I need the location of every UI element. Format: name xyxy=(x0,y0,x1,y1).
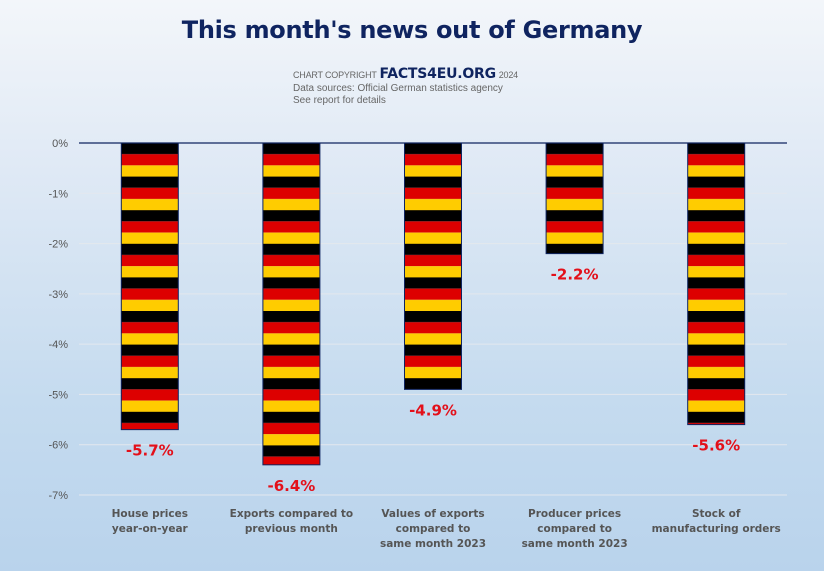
y-tick-label: -5% xyxy=(48,389,68,401)
bar xyxy=(120,142,179,431)
chart-credits: CHART COPYRIGHT FACTS4EU.ORG 2024 Data s… xyxy=(293,66,518,108)
x-tick-label: Values of exports compared to same month 2… xyxy=(380,508,486,550)
x-tick-label-line: manufacturing orders xyxy=(652,523,781,535)
x-tick-label-line: Exports compared to xyxy=(230,508,353,520)
bar xyxy=(687,142,746,426)
x-tick-label-line: compared to xyxy=(537,523,612,535)
y-tick-label: -6% xyxy=(48,440,68,452)
bar xyxy=(404,142,462,390)
y-tick-label: -4% xyxy=(48,339,68,351)
x-tick-label: House prices year-on-year xyxy=(112,508,189,535)
copyright-prefix: CHART COPYRIGHT xyxy=(293,70,377,80)
x-tick-label-line: same month 2023 xyxy=(522,538,628,550)
y-tick-label: -3% xyxy=(48,289,68,301)
x-tick-label-line: Producer prices xyxy=(528,508,621,520)
y-tick-label: 0% xyxy=(52,138,68,150)
x-tick-label: Exports compared to previous month xyxy=(230,508,353,535)
report-note: See report for details xyxy=(293,95,386,106)
chart-title: This month's news out of Germany xyxy=(181,16,643,44)
y-tick-label: -1% xyxy=(48,188,68,200)
data-label: -2.2% xyxy=(551,266,599,284)
x-tick-label: Stock of manufacturing orders xyxy=(652,508,781,535)
x-tick-label-line: compared to xyxy=(396,523,471,535)
x-tick-label-line: previous month xyxy=(245,523,338,535)
x-tick-label-line: same month 2023 xyxy=(380,538,486,550)
bar xyxy=(545,142,604,255)
y-axis-ticks: 0% -1% -2% -3% -4% -5% -6% -7% xyxy=(48,138,68,502)
data-sources: Data sources: Official German statistics… xyxy=(293,82,503,94)
x-tick-label-line: Stock of xyxy=(692,508,741,520)
copyright-line: CHART COPYRIGHT FACTS4EU.ORG 2024 xyxy=(293,66,518,83)
data-label: -6.4% xyxy=(267,477,315,495)
bar xyxy=(262,142,321,466)
data-label: -4.9% xyxy=(409,401,457,419)
y-tick-label: -7% xyxy=(48,490,68,502)
x-tick-label-line: Values of exports xyxy=(381,508,484,520)
data-labels: -5.7% -6.4% -4.9% -2.2% -5.6% xyxy=(126,266,740,495)
bars xyxy=(120,142,746,466)
brand-name: FACTS4EU.ORG xyxy=(379,66,496,82)
x-tick-label: Producer prices compared to same month 202… xyxy=(522,508,628,550)
copyright-year: 2024 xyxy=(498,70,518,80)
x-tick-label-line: House prices xyxy=(112,508,188,520)
x-axis-labels: House prices year-on-year Exports compared… xyxy=(112,508,781,550)
data-label: -5.6% xyxy=(692,437,740,455)
data-label: -5.7% xyxy=(126,442,174,460)
x-tick-label-line: year-on-year xyxy=(112,523,189,535)
y-tick-label: -2% xyxy=(48,239,68,251)
